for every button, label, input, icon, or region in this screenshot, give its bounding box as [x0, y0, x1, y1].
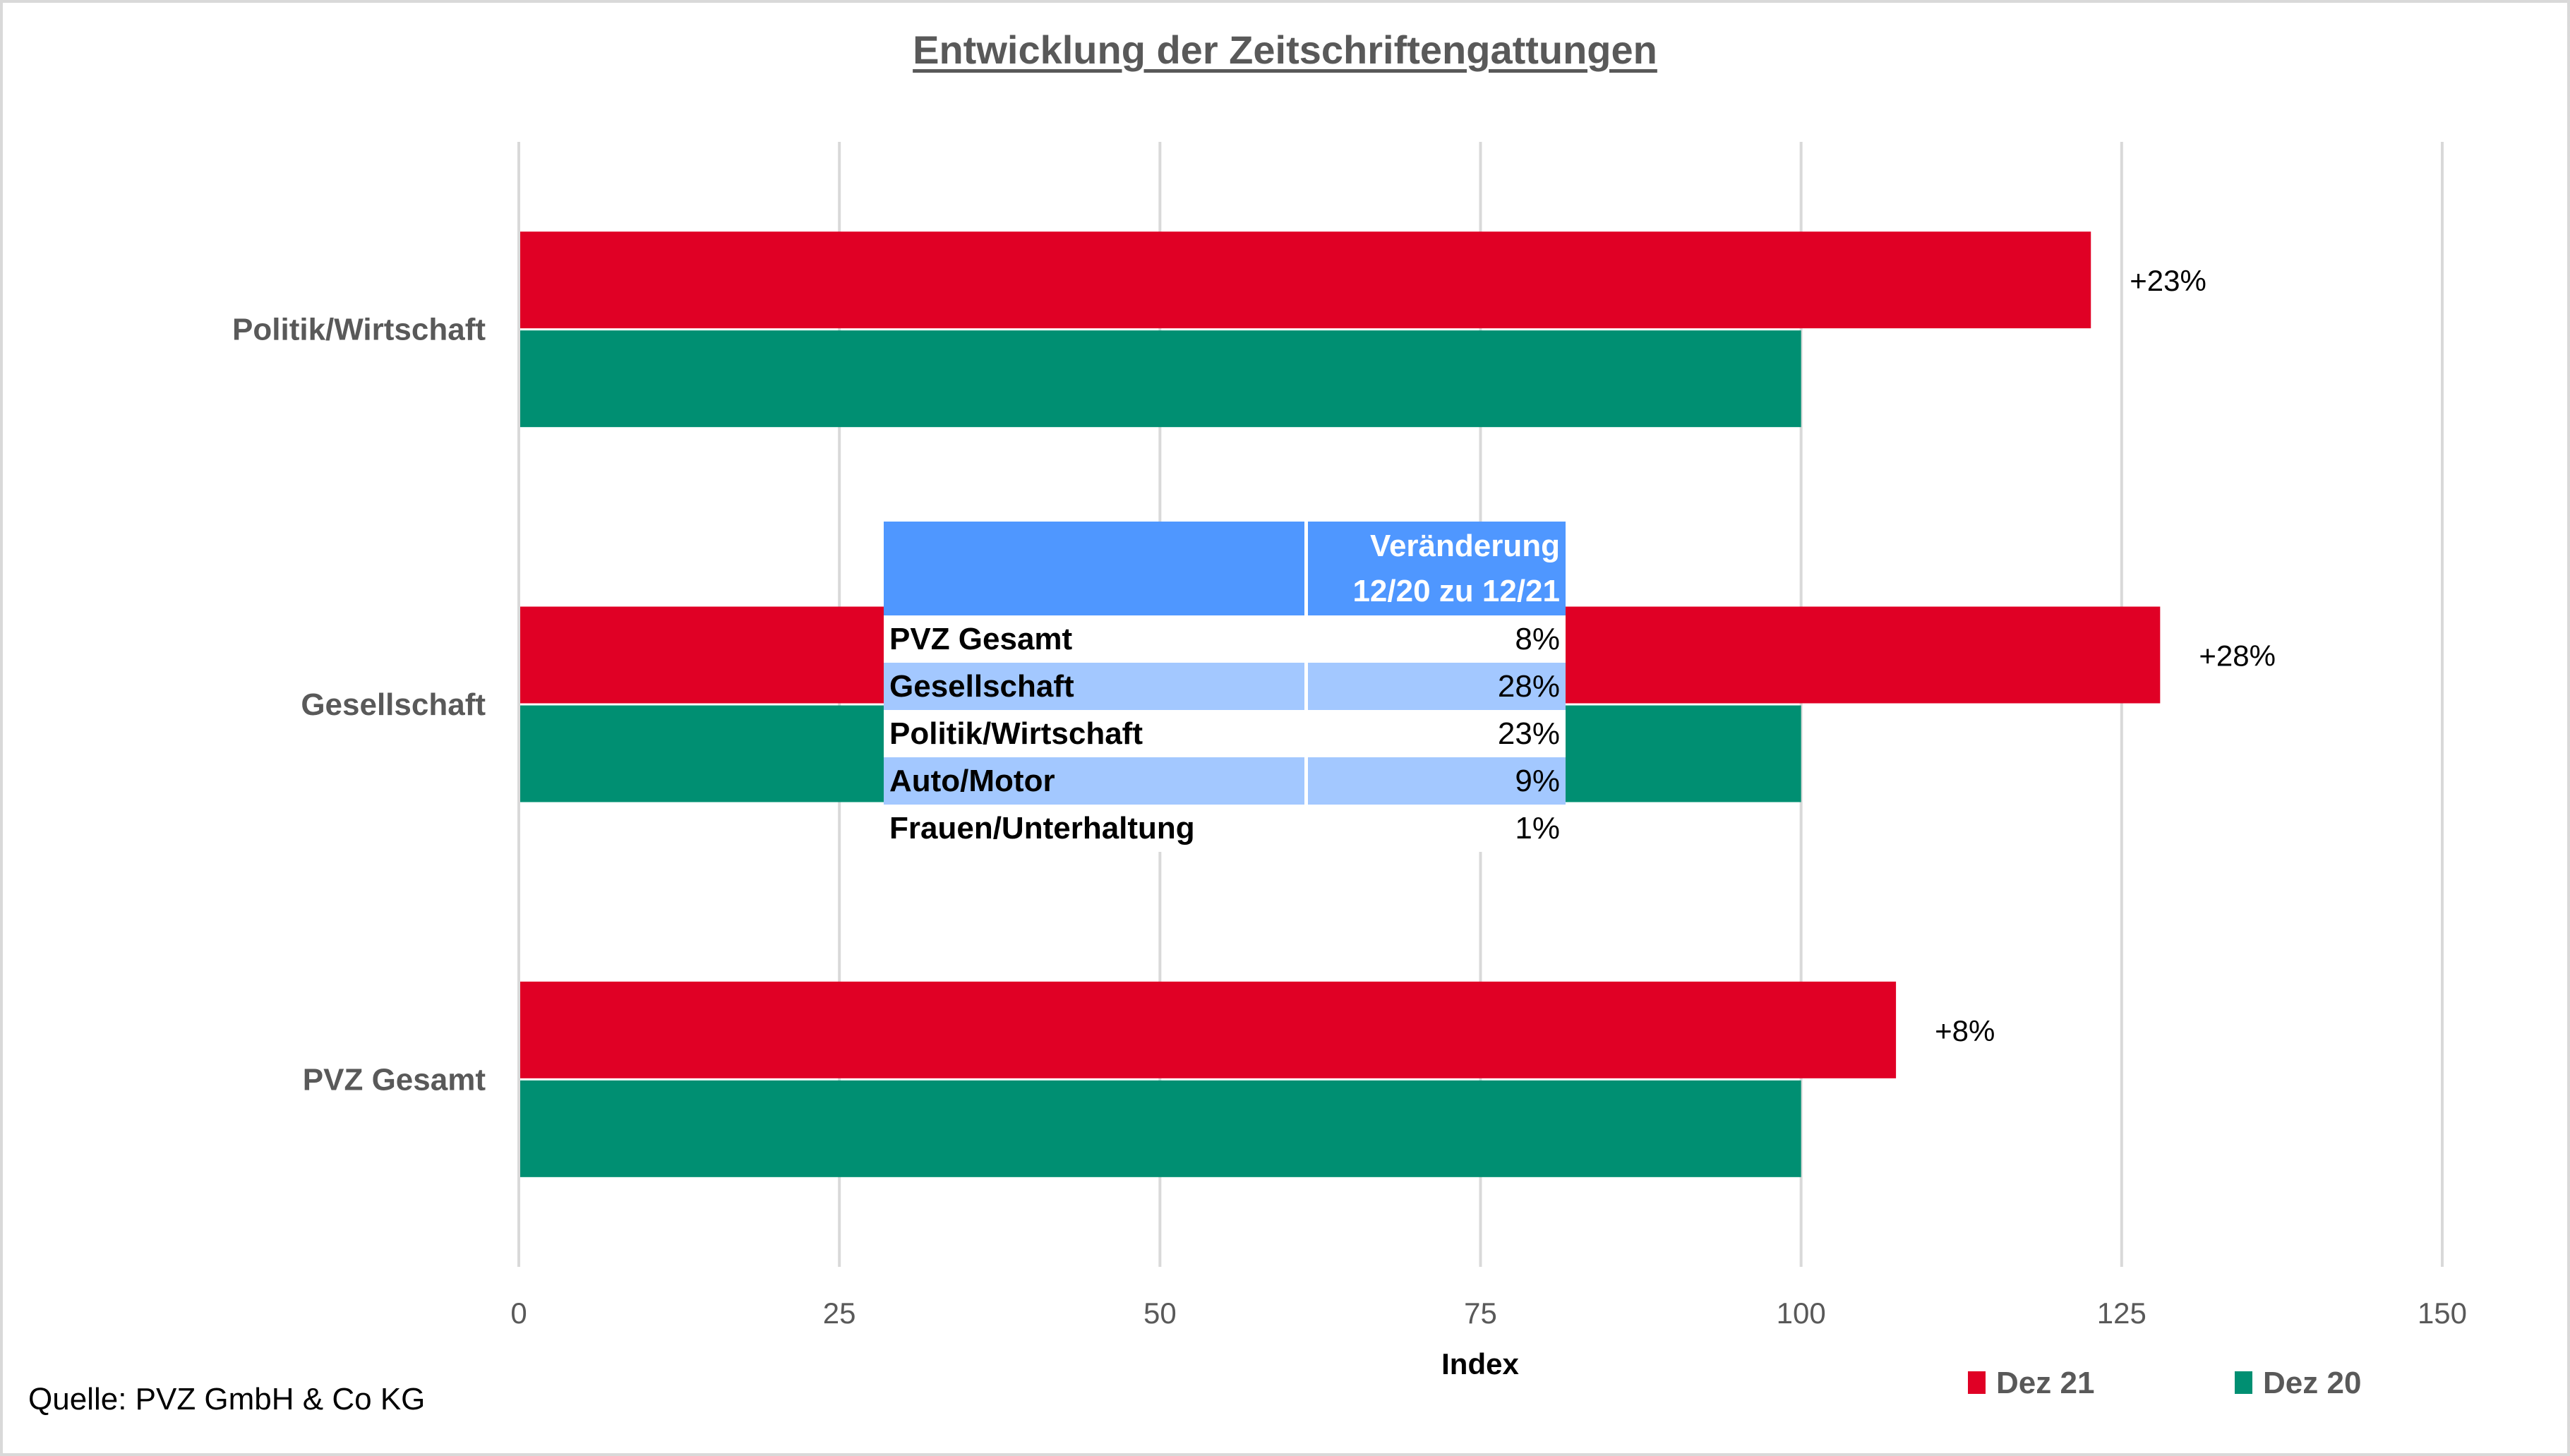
change-table: Veränderung 12/20 zu 12/21 PVZ Gesamt 8% G… — [884, 522, 1566, 852]
bar-dez-20 — [520, 330, 1801, 428]
x-tick-label: 75 — [1464, 1296, 1497, 1330]
row-name: Frauen/Unterhaltung — [884, 805, 1307, 852]
category-label: Politik/Wirtschaft — [232, 313, 486, 347]
data-label: +8% — [1935, 1014, 1995, 1047]
table-header-change: Veränderung 12/20 zu 12/21 — [1306, 522, 1566, 615]
data-label: +23% — [2130, 264, 2206, 297]
row-name: Gesellschaft — [884, 663, 1308, 710]
row-value: 23% — [1306, 710, 1566, 757]
legend-swatch — [2235, 1371, 2252, 1394]
table-header-empty — [884, 522, 1308, 615]
row-value: 9% — [1306, 757, 1566, 805]
row-value: 8% — [1306, 615, 1566, 663]
x-tick-label: 100 — [1777, 1296, 1826, 1330]
bar-dez-20 — [520, 1080, 1801, 1177]
labels: 0 25 50 75 100 125 150 Politik/Wirtschaft +23% Ge… — [232, 264, 2467, 1330]
x-axis-title: Index — [1441, 1347, 1519, 1380]
category-label: Gesellschaft — [301, 687, 486, 722]
row-name: Auto/Motor — [884, 757, 1308, 805]
table-row: PVZ Gesamt 8% — [884, 615, 1566, 663]
table-row: Politik/Wirtschaft 23% — [884, 710, 1566, 757]
chart-title: Entwicklung der Zeitschriftengattungen — [913, 28, 1657, 72]
bar-dez-21 — [520, 981, 1897, 1078]
row-value: 28% — [1306, 663, 1566, 710]
x-tick-label: 25 — [823, 1296, 856, 1330]
data-label: +28% — [2199, 639, 2276, 673]
bars — [520, 231, 2161, 1177]
table-row: Gesellschaft 28% — [884, 663, 1566, 710]
legend-swatch — [1968, 1371, 1986, 1394]
row-value: 1% — [1306, 805, 1566, 852]
table-header: Veränderung 12/20 zu 12/21 — [884, 522, 1566, 615]
bar-dez-21 — [520, 231, 2091, 329]
x-tick-label: 150 — [2418, 1296, 2467, 1330]
header-line-1: Veränderung — [1370, 528, 1560, 563]
legend-label: Dez 21 — [1996, 1366, 2094, 1400]
legend-label: Dez 20 — [2263, 1366, 2361, 1400]
x-tick-label: 50 — [1143, 1296, 1177, 1330]
table-row: Frauen/Unterhaltung 1% — [884, 805, 1566, 852]
x-tick-label: 125 — [2097, 1296, 2146, 1330]
x-tick-label: 0 — [510, 1296, 527, 1330]
legend: Dez 21 Dez 20 — [1968, 1366, 2361, 1400]
table-row: Auto/Motor 9% — [884, 757, 1566, 805]
source-note: Quelle: PVZ GmbH & Co KG — [28, 1382, 426, 1416]
row-name: PVZ Gesamt — [884, 615, 1307, 663]
row-name: Politik/Wirtschaft — [884, 710, 1307, 757]
category-label: PVZ Gesamt — [303, 1062, 486, 1097]
header-line-2: 12/20 zu 12/21 — [1352, 573, 1560, 608]
